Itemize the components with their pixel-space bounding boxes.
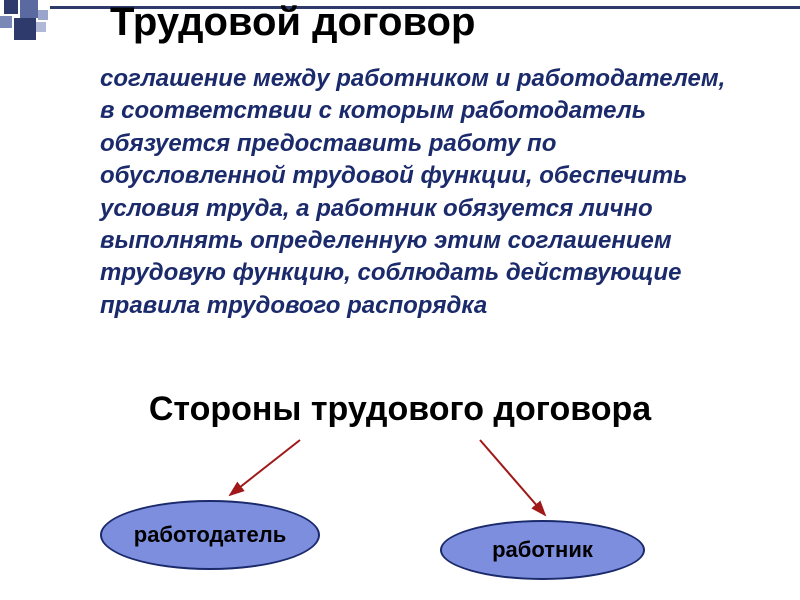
oval-employer-label: работодатель (134, 522, 287, 548)
decor-square (38, 10, 48, 20)
oval-employee-label: работник (492, 537, 593, 563)
arrow-right-line (480, 440, 545, 515)
subtitle: Стороны трудового договора (0, 390, 800, 429)
decor-square (4, 0, 18, 14)
oval-employer: работодатель (100, 500, 320, 570)
oval-employee: работник (440, 520, 645, 580)
decor-square (14, 18, 36, 40)
arrow-left-line (230, 440, 300, 495)
decor-square (36, 22, 46, 32)
page-title: Трудовой договор (110, 0, 475, 45)
definition-text: соглашение между работником и работодате… (100, 63, 740, 322)
decor-square (20, 0, 38, 18)
decor-square (0, 16, 12, 28)
